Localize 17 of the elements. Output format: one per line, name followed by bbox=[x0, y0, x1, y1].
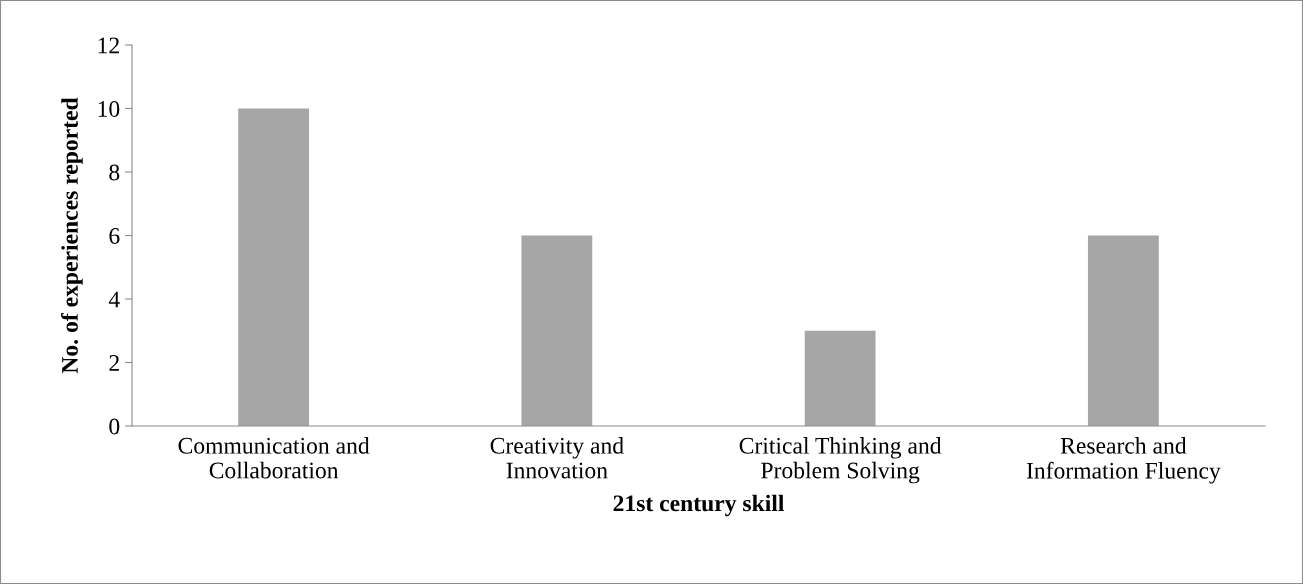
bar bbox=[804, 330, 876, 426]
y-axis-title: No. of experiences reported bbox=[61, 97, 83, 374]
y-tick-label: 0 bbox=[109, 418, 120, 435]
y-tick-label: 8 bbox=[109, 164, 120, 181]
y-tick-label: 10 bbox=[98, 100, 120, 117]
x-tick-label: Research and Information Fluency bbox=[1026, 437, 1221, 484]
x-tick-label: Creativity and Innovation bbox=[490, 437, 624, 479]
x-tick-label: Communication and Collaboration bbox=[178, 437, 370, 479]
x-axis-title: 21st century skill bbox=[613, 494, 785, 517]
bar bbox=[1087, 235, 1159, 426]
y-tick-label: 4 bbox=[108, 291, 120, 308]
y-tick-label: 12 bbox=[98, 37, 119, 54]
y-tick-label: 6 bbox=[109, 228, 120, 244]
y-tick-label: 2 bbox=[109, 355, 119, 371]
x-tick-label: Critical Thinking and Problem Solving bbox=[739, 437, 942, 484]
bar bbox=[238, 108, 310, 426]
bar bbox=[521, 235, 593, 426]
